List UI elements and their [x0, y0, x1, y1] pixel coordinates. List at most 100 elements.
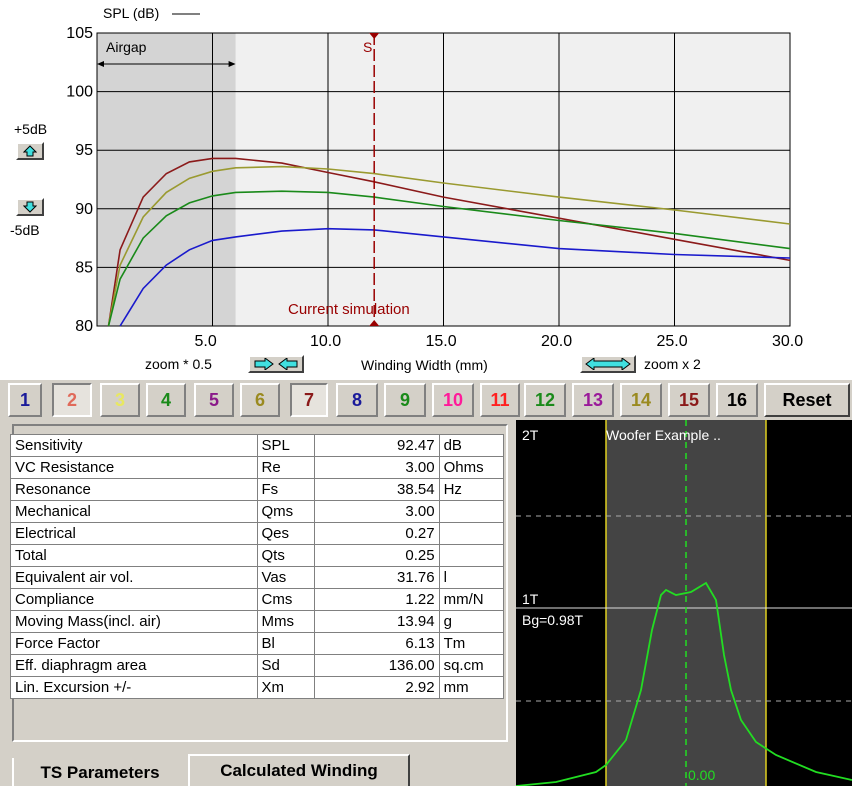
param-sym: SPL	[256, 434, 316, 457]
ts-parameters-panel: Sensitivity SPL 92.47 dB VC Resistance Re 3.00…	[0, 420, 516, 786]
tab-sim-7[interactable]: 7	[290, 383, 328, 417]
param-unit	[438, 522, 505, 545]
reset-button[interactable]: Reset	[764, 383, 850, 417]
tab-sim-6[interactable]: 6	[240, 383, 280, 417]
param-name: Mechanical	[10, 500, 258, 523]
param-row: Sensitivity SPL 92.47 dB	[10, 434, 505, 457]
tab-sim-12[interactable]: 12	[524, 383, 566, 417]
param-row: Electrical Qes 0.27	[10, 522, 505, 545]
param-sym: Xm	[256, 676, 316, 699]
param-name: Force Factor	[10, 632, 258, 655]
param-name: Equivalent air vol.	[10, 566, 258, 589]
flux-curve	[516, 581, 852, 786]
param-sym: Cms	[256, 588, 316, 611]
y-tick-label: 95	[75, 142, 93, 159]
minus-5db-button[interactable]	[16, 198, 44, 216]
y-tick-label: 80	[75, 318, 93, 335]
zoom-out-button[interactable]	[248, 355, 304, 373]
param-name: Eff. diaphragm area	[10, 654, 258, 677]
param-sym: Vas	[256, 566, 316, 589]
param-row: Compliance Cms 1.22 mm/N	[10, 588, 505, 611]
param-sym: Mms	[256, 610, 316, 633]
airgap-region	[97, 33, 236, 326]
param-name: Lin. Excursion +/-	[10, 676, 258, 699]
current-simulation-label: Current simulation	[288, 301, 410, 318]
param-value: 2.92	[314, 676, 440, 699]
param-sym: Qms	[256, 500, 316, 523]
tab-sim-4[interactable]: 4	[146, 383, 186, 417]
x-tick-label: 5.0	[195, 333, 217, 350]
param-row: Mechanical Qms 3.00	[10, 500, 505, 523]
tab-sim-15[interactable]: 15	[668, 383, 710, 417]
param-unit: Hz	[438, 478, 505, 501]
param-value: 38.54	[314, 478, 440, 501]
plus-5db-button[interactable]	[16, 142, 44, 160]
tab-sim-10[interactable]: 10	[432, 383, 474, 417]
tab-sim-13[interactable]: 13	[572, 383, 614, 417]
param-row: Moving Mass(incl. air) Mms 13.94 g	[10, 610, 505, 633]
param-sym: Qes	[256, 522, 316, 545]
x-tick-label: 30.0	[772, 333, 803, 350]
param-value: 6.13	[314, 632, 440, 655]
tab-sim-14[interactable]: 14	[620, 383, 662, 417]
param-row: Eff. diaphragm area Sd 136.00 sq.cm	[10, 654, 505, 677]
param-value: 92.47	[314, 434, 440, 457]
param-unit: mm	[438, 676, 505, 699]
zoom-in-button[interactable]	[580, 355, 636, 373]
arrow-down-icon	[23, 201, 37, 213]
flux-center-value: 0.00	[688, 767, 715, 783]
spl-series-line-3	[107, 190, 791, 327]
tab-sim-11[interactable]: 11	[480, 383, 520, 417]
tab-sim-5[interactable]: 5	[194, 383, 234, 417]
y-axis-title: SPL (dB)	[103, 5, 159, 21]
param-sym: Bl	[256, 632, 316, 655]
param-unit: g	[438, 610, 505, 633]
x-tick-label: 25.0	[657, 333, 688, 350]
param-value: 13.94	[314, 610, 440, 633]
flux-plot-title: Woofer Example ..	[606, 427, 721, 443]
tab-sim-1[interactable]: 1	[8, 383, 42, 417]
tab-calculated-winding[interactable]: Calculated Winding	[188, 754, 410, 786]
tab-sim-9[interactable]: 9	[384, 383, 426, 417]
param-row: Force Factor Bl 6.13 Tm	[10, 632, 505, 655]
param-value: 3.00	[314, 456, 440, 479]
param-unit: dB	[438, 434, 505, 457]
param-row: Total Qts 0.25	[10, 544, 505, 567]
param-value: 1.22	[314, 588, 440, 611]
tab-sim-16[interactable]: 16	[716, 383, 758, 417]
arrows-inward-icon	[254, 358, 298, 370]
zoom-out-label: zoom * 0.5	[145, 356, 212, 372]
param-sym: Fs	[256, 478, 316, 501]
param-unit: mm/N	[438, 588, 505, 611]
x-tick-label: 20.0	[541, 333, 572, 350]
param-row: Resonance Fs 38.54 Hz	[10, 478, 505, 501]
marker-s-label: S	[363, 39, 372, 55]
flux-label-2t: 2T	[522, 427, 539, 443]
tab-sim-2[interactable]: 2	[52, 383, 92, 417]
tab-sim-8[interactable]: 8	[336, 383, 378, 417]
arrows-outward-icon	[585, 358, 631, 370]
param-unit	[438, 544, 505, 567]
tab-ts-parameters[interactable]: TS Parameters	[12, 758, 186, 786]
plot-frame	[96, 32, 791, 327]
param-name: VC Resistance	[10, 456, 258, 479]
flux-density-plot: 2T 1T Bg=0.98T Woofer Example .. 0.00	[516, 420, 852, 786]
flux-bg-label: Bg=0.98T	[522, 612, 584, 628]
simulation-tab-strip: 1 2 3 4 5 6 7 8 9 10 11 12 13 14 15 16 Reset	[0, 380, 852, 420]
x-axis-label: Winding Width (mm)	[361, 357, 488, 373]
airgap-arrow-left	[97, 61, 104, 67]
param-row: VC Resistance Re 3.00 Ohms	[10, 456, 505, 479]
param-name: Resonance	[10, 478, 258, 501]
param-unit: l	[438, 566, 505, 589]
spl-series-line-1	[107, 157, 791, 327]
param-name: Total	[10, 544, 258, 567]
param-row: Lin. Excursion +/- Xm 2.92 mm	[10, 676, 505, 699]
minus-5db-label: -5dB	[10, 222, 40, 238]
tab-sim-3[interactable]: 3	[100, 383, 140, 417]
y-tick-label: 90	[75, 201, 93, 218]
param-sym: Re	[256, 456, 316, 479]
y-tick-label: 105	[66, 25, 93, 42]
param-value: 3.00	[314, 500, 440, 523]
param-unit	[438, 500, 505, 523]
airgap-arrow-right	[228, 61, 236, 67]
